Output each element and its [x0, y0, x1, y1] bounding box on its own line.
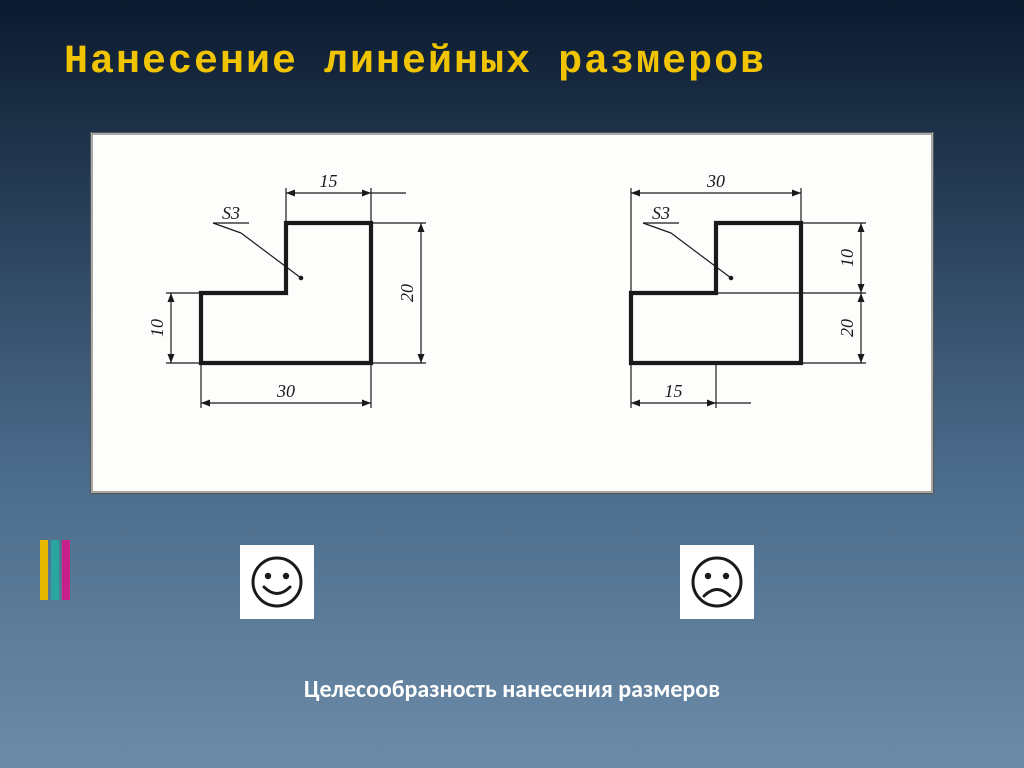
- svg-text:30: 30: [276, 381, 295, 401]
- slide-caption: Целесообразность нанесения размеров: [0, 675, 1024, 704]
- accent-bar-magenta: [62, 540, 70, 600]
- slide: Нанесение линейных размеров 15 20 30 10 S3 30…: [0, 0, 1024, 768]
- svg-text:10: 10: [147, 319, 167, 337]
- slide-title: Нанесение линейных размеров: [64, 40, 766, 85]
- svg-text:10: 10: [837, 249, 857, 267]
- svg-text:S3: S3: [652, 203, 670, 223]
- frown-icon: [689, 554, 745, 610]
- smiley-bad-box: [680, 545, 754, 619]
- accent-bars: [40, 540, 70, 600]
- accent-bar-teal: [51, 540, 59, 600]
- svg-text:30: 30: [706, 171, 725, 191]
- drawings-svg: 15 20 30 10 S3 30 10 20 15 S3: [91, 133, 933, 493]
- accent-bar-yellow: [40, 540, 48, 600]
- drawings-panel: 15 20 30 10 S3 30 10 20 15 S3: [90, 132, 934, 494]
- svg-text:20: 20: [397, 284, 417, 302]
- smile-icon: [249, 554, 305, 610]
- svg-text:15: 15: [665, 381, 683, 401]
- svg-text:15: 15: [320, 171, 338, 191]
- smiley-good-box: [240, 545, 314, 619]
- svg-text:20: 20: [837, 319, 857, 337]
- svg-text:S3: S3: [222, 203, 240, 223]
